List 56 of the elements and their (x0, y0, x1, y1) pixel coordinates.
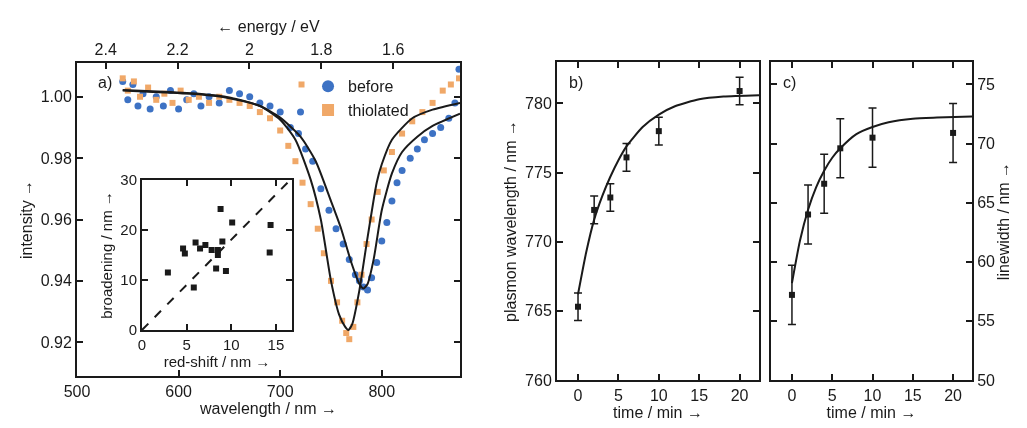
x-axis-title: red-shift / nm → (163, 353, 271, 370)
x-tick-label: 10 (222, 336, 240, 353)
y-tick-label: 20 (120, 221, 137, 239)
x2-tick-label: 2 (245, 40, 255, 58)
x-tick-label: 5 (613, 387, 623, 405)
x-tick-label: 10 (649, 387, 668, 405)
y-tick-label: 1.00 (40, 88, 72, 106)
y-tick-label: 765 (525, 302, 552, 320)
x-tick-label: 800 (368, 383, 396, 401)
legend-label: before (348, 78, 394, 96)
y-tick-label: 0.94 (40, 272, 72, 290)
x-tick-label: 0 (787, 387, 797, 405)
y-tick-label: 0.98 (40, 149, 72, 167)
x-tick-label: 15 (690, 387, 709, 405)
y2-tick-label: 55 (977, 312, 996, 330)
x2-tick-label: 2.2 (166, 40, 189, 58)
y-axis-title: broadening / nm → (98, 191, 116, 319)
y-tick-label: 30 (120, 171, 137, 189)
y-tick-label: 775 (525, 164, 552, 182)
y2-tick-label: 65 (977, 194, 996, 212)
x2-tick-label: 1.6 (382, 40, 405, 58)
x2-axis-title: ← energy / eV (217, 18, 320, 35)
annotation: c) (783, 74, 797, 91)
y-tick-label: 780 (525, 95, 552, 113)
y-tick-label: 0.92 (40, 333, 72, 351)
x2-tick-label: 1.8 (310, 40, 333, 58)
x-tick-label: 0 (573, 387, 583, 405)
x-tick-label: 10 (863, 387, 882, 405)
y-tick-label: 770 (525, 233, 552, 251)
legend-label: thiolated (348, 102, 409, 120)
x-axis-title: wavelength / nm → (199, 400, 337, 418)
x-tick-label: 500 (63, 383, 91, 401)
x-tick-label: 20 (730, 387, 749, 405)
y-axis-title: plasmon wavelength / nm → (502, 120, 520, 322)
x-tick-label: 20 (944, 387, 963, 405)
y2-tick-label: 70 (977, 135, 996, 153)
x-tick-label: 15 (267, 336, 285, 353)
x-tick-label: 600 (165, 383, 193, 401)
y2-axis-title: linewidth / nm → (995, 161, 1013, 281)
y2-tick-label: 75 (977, 76, 996, 94)
y-tick-label: 0 (128, 321, 137, 339)
x-tick-label: 5 (827, 387, 837, 405)
annotation: a) (98, 74, 113, 91)
x2-tick-label: 2.4 (94, 40, 117, 58)
y-tick-label: 760 (525, 371, 552, 389)
x-axis-title: time / min → (613, 404, 703, 422)
y2-tick-label: 60 (977, 253, 996, 271)
y-tick-label: 10 (120, 271, 137, 289)
annotation: b) (569, 74, 584, 91)
x-tick-label: 700 (266, 383, 294, 401)
y2-tick-label: 50 (977, 371, 996, 389)
x-axis-title: time / min → (826, 404, 917, 422)
y-tick-label: 0.96 (40, 211, 72, 229)
x-tick-label: 15 (903, 387, 922, 405)
x-tick-label: 5 (182, 336, 191, 353)
y-axis-title: intensity → (18, 179, 36, 260)
